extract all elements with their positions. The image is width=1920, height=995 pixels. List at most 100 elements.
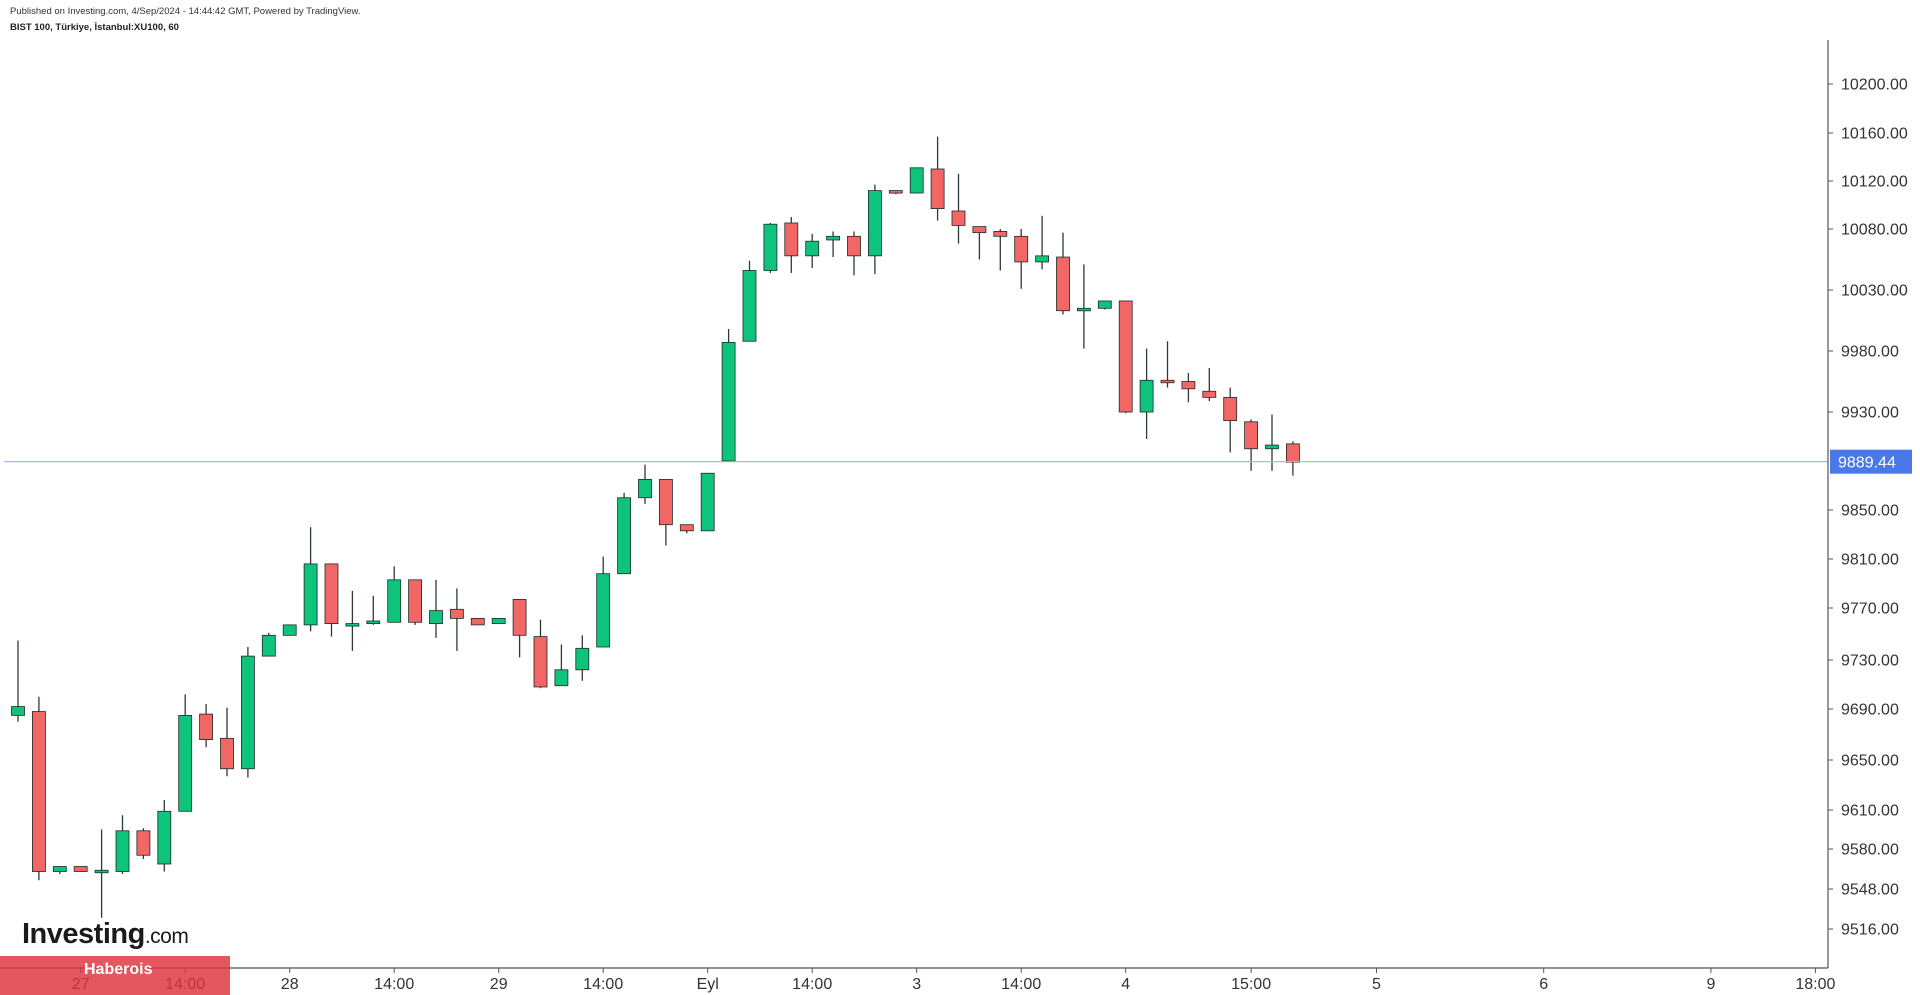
candle-down[interactable] — [1160, 341, 1175, 388]
y-tick-label: 9810.00 — [1841, 552, 1899, 569]
candle-body — [470, 618, 485, 626]
candle-up[interactable] — [345, 590, 360, 651]
candle-down[interactable] — [951, 173, 966, 244]
candle-up[interactable] — [261, 632, 276, 657]
x-tick-label: 6 — [1539, 976, 1548, 993]
candle-down[interactable] — [324, 563, 339, 637]
candle-body — [261, 634, 276, 657]
candle-up[interactable] — [575, 635, 590, 681]
candle-up[interactable] — [429, 579, 443, 638]
candle-body — [157, 810, 172, 865]
candle-down[interactable] — [1014, 229, 1029, 289]
candle-up[interactable] — [1035, 215, 1049, 270]
candle-down[interactable] — [1244, 419, 1258, 471]
candle-down[interactable] — [136, 828, 151, 859]
candle-body — [1097, 300, 1112, 309]
candle-down[interactable] — [408, 579, 423, 625]
candle-down[interactable] — [1118, 300, 1133, 414]
y-tick-label: 9930.00 — [1841, 405, 1899, 422]
candle-down[interactable] — [1056, 232, 1070, 315]
candle-up[interactable] — [1097, 300, 1112, 310]
candle-body — [659, 478, 673, 526]
candle-body — [387, 579, 402, 623]
candle-up[interactable] — [303, 527, 318, 632]
candle-down[interactable] — [449, 588, 464, 651]
candle-down[interactable] — [993, 229, 1008, 271]
candle-down[interactable] — [512, 599, 527, 658]
candle-up[interactable] — [1077, 264, 1091, 349]
candle-up[interactable] — [742, 260, 757, 342]
y-tick-label: 9580.00 — [1841, 842, 1899, 859]
x-tick-label: 5 — [1372, 976, 1381, 993]
candle-up[interactable] — [178, 694, 193, 812]
candle-body — [909, 167, 924, 194]
candle-up[interactable] — [1265, 414, 1279, 471]
candle-up[interactable] — [52, 866, 67, 875]
y-tick-label: 10030.00 — [1841, 283, 1908, 300]
candle-down[interactable] — [1181, 372, 1196, 403]
candle-down[interactable] — [1202, 368, 1217, 402]
candle-down[interactable] — [679, 524, 694, 534]
candle-up[interactable] — [638, 464, 652, 504]
candle-up[interactable] — [11, 640, 25, 722]
candle-body — [575, 647, 590, 671]
candle-up[interactable] — [115, 815, 130, 874]
candle-down[interactable] — [1223, 387, 1238, 453]
candle-up[interactable] — [157, 800, 172, 872]
candle-up[interactable] — [700, 472, 715, 532]
candle-body — [1014, 235, 1029, 263]
candle-body — [1139, 379, 1154, 413]
y-tick-label: 9690.00 — [1841, 702, 1899, 719]
candle-body — [449, 608, 464, 619]
symbol-title[interactable]: BIST 100, Türkiye, İstanbul:XU100, 60 — [10, 22, 179, 33]
x-tick-label: 4 — [1121, 976, 1130, 993]
candle-down[interactable] — [847, 231, 861, 276]
candle-body — [868, 190, 882, 257]
candle-body — [303, 563, 318, 626]
candle-up[interactable] — [596, 556, 611, 648]
candle-down[interactable] — [73, 866, 88, 872]
candle-up[interactable] — [366, 595, 381, 625]
candle-body — [491, 618, 506, 625]
y-tick-label: 9516.00 — [1841, 922, 1899, 939]
candle-down[interactable] — [659, 478, 673, 546]
candle-down[interactable] — [32, 696, 46, 881]
candle-down[interactable] — [784, 217, 799, 273]
candle-up[interactable] — [1139, 348, 1154, 439]
candle-up[interactable] — [763, 223, 778, 273]
x-tick-label: 28 — [281, 976, 299, 993]
candle-down[interactable] — [972, 226, 987, 260]
last-price-label-text: 9889.44 — [1838, 455, 1896, 472]
y-tick-label: 9980.00 — [1841, 344, 1899, 361]
candle-up[interactable] — [868, 184, 882, 275]
candle-up[interactable] — [282, 624, 297, 636]
candle-up[interactable] — [491, 618, 506, 625]
candle-body — [240, 655, 255, 770]
candle-up[interactable] — [805, 233, 820, 269]
x-axis-ticks: 2714:002814:002914:00Eyl14:00314:00415:0… — [72, 968, 1836, 993]
candle-up[interactable] — [826, 231, 840, 258]
x-tick-label: 9 — [1706, 976, 1715, 993]
candle-down[interactable] — [199, 704, 214, 748]
candle-up[interactable] — [240, 647, 255, 778]
candle-up[interactable] — [94, 829, 109, 918]
candle-down[interactable] — [470, 618, 485, 626]
candle-up[interactable] — [387, 566, 402, 623]
candle-down[interactable] — [888, 190, 903, 195]
candle-down[interactable] — [220, 707, 234, 777]
candle-up[interactable] — [909, 167, 924, 194]
candle-down[interactable] — [930, 136, 945, 221]
candle-up[interactable] — [617, 492, 631, 575]
y-tick-label: 9850.00 — [1841, 503, 1899, 520]
candle-body — [533, 636, 548, 688]
candle-up[interactable] — [721, 329, 736, 462]
candle-body — [826, 235, 840, 241]
candle-body — [366, 620, 381, 624]
x-tick-label: Eyl — [697, 976, 719, 993]
x-tick-label: 29 — [490, 976, 508, 993]
candle-down[interactable] — [1286, 441, 1300, 476]
candle-up[interactable] — [554, 644, 569, 687]
y-tick-label: 10120.00 — [1841, 174, 1908, 191]
candle-down[interactable] — [533, 619, 548, 689]
